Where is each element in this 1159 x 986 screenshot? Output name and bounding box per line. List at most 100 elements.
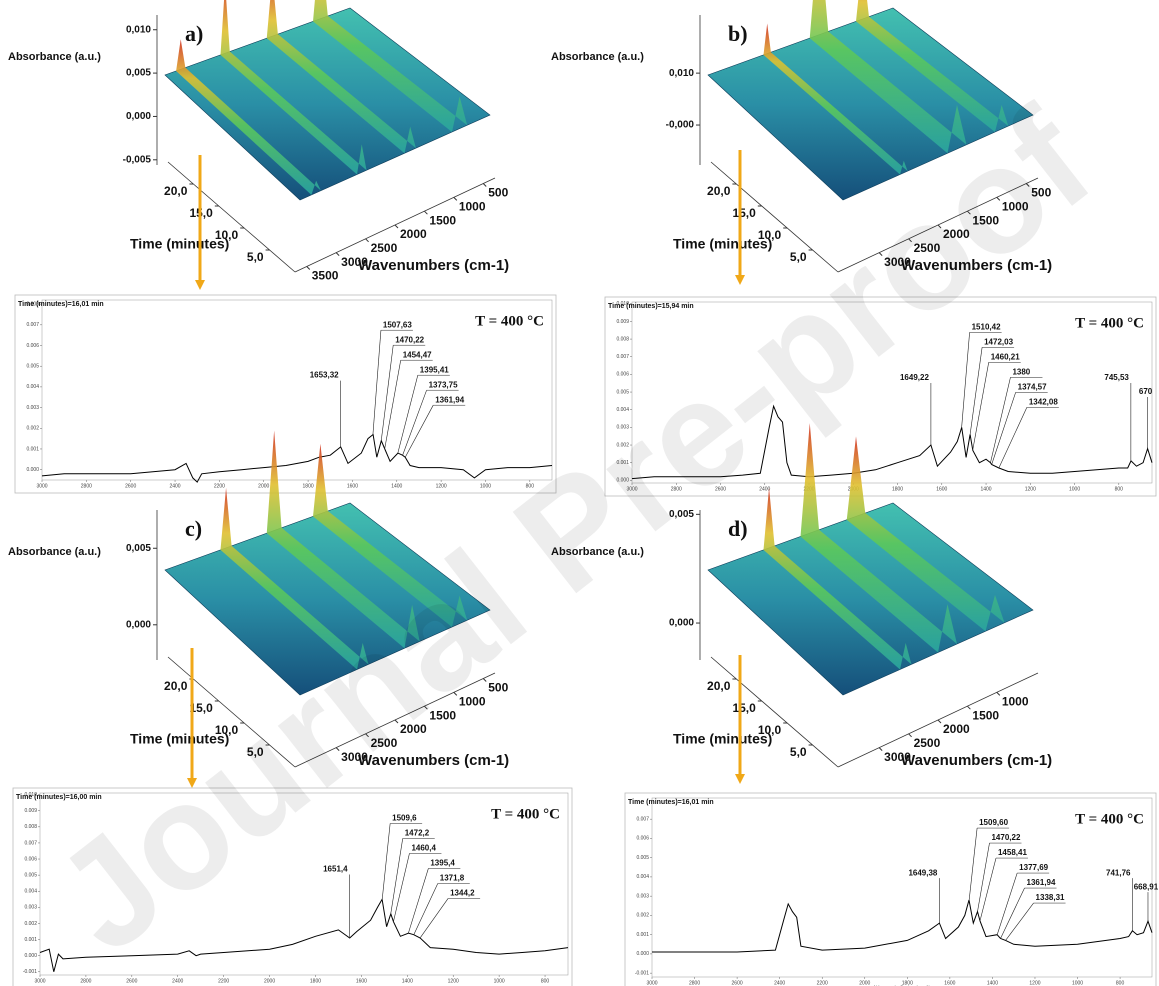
time-axis-label: Time (minutes) bbox=[673, 731, 772, 747]
wavenumber-tick bbox=[335, 252, 340, 257]
time-tick-label: 15,0 bbox=[732, 206, 756, 220]
wavenumber-tick-label: 2500 bbox=[914, 736, 941, 750]
wavenumber-tick bbox=[424, 210, 428, 215]
z-axis-label: Absorbance (a.u.) bbox=[551, 546, 644, 558]
wavenumber-tick bbox=[937, 719, 942, 724]
x-tick-label: 2000 bbox=[258, 483, 269, 489]
x-tick-label: 1600 bbox=[356, 978, 367, 984]
x-tick-label: 3000 bbox=[626, 486, 637, 492]
x-tick-label: 1400 bbox=[980, 486, 991, 492]
x-tick-label: 1200 bbox=[436, 483, 447, 489]
peak-leader bbox=[397, 375, 419, 454]
panel-label: b) bbox=[728, 21, 748, 46]
peak-label: 1510,42 bbox=[972, 322, 1001, 331]
peak-label: 1507,63 bbox=[383, 320, 412, 329]
y-tick-label: 0.002 bbox=[26, 426, 39, 432]
time-axis bbox=[167, 656, 296, 768]
x-tick-label: 1800 bbox=[892, 486, 903, 492]
x-tick-label: 1200 bbox=[448, 978, 459, 984]
z-axis-label: Absorbance (a.u.) bbox=[8, 546, 101, 558]
peak-leader bbox=[991, 392, 1016, 465]
peak-leader bbox=[393, 853, 410, 922]
peak-leader bbox=[384, 360, 401, 449]
x-tick-label: 1800 bbox=[310, 978, 321, 984]
wavenumber-tick-label: 2500 bbox=[371, 736, 398, 750]
x-tick-label: 2800 bbox=[671, 486, 682, 492]
time-axis-label: Time (minutes) bbox=[673, 236, 772, 252]
peak-label: 1472,03 bbox=[984, 337, 1013, 346]
y-tick-label: 0.004 bbox=[26, 384, 39, 390]
x-tick-label: 2600 bbox=[125, 483, 136, 489]
x-tick-label: 2400 bbox=[172, 978, 183, 984]
peak-label: 1361,94 bbox=[1027, 878, 1056, 887]
x-tick-label: 2200 bbox=[214, 483, 225, 489]
wavenumber-axis-label: Wavenumbers (cm-1) bbox=[358, 257, 509, 274]
y-tick-label: 0.002 bbox=[24, 921, 37, 927]
peak-leader bbox=[1005, 902, 1034, 941]
peak-label: 670 bbox=[1139, 387, 1153, 396]
y-tick-label: 0.001 bbox=[26, 446, 39, 452]
surface bbox=[164, 502, 491, 696]
x-tick-label: 3000 bbox=[36, 483, 47, 489]
y-tick-label: 0.008 bbox=[616, 336, 629, 342]
arrow-head bbox=[735, 275, 745, 285]
spectrum-title: Time (minutes)=16,01 min bbox=[628, 799, 714, 806]
z-tick-label: 0,000 bbox=[669, 618, 694, 629]
wavenumber-tick bbox=[365, 733, 369, 738]
x-tick-label: 2600 bbox=[715, 486, 726, 492]
y-tick-label: 0.004 bbox=[24, 889, 37, 895]
wavenumber-tick bbox=[482, 183, 487, 187]
wavenumber-tick bbox=[908, 733, 912, 738]
surface-ridge bbox=[313, 0, 468, 132]
wavenumber-tick bbox=[967, 210, 971, 215]
peak-label: 1395,41 bbox=[420, 365, 449, 374]
wavenumber-tick bbox=[453, 196, 458, 201]
y-tick-label: 0.005 bbox=[26, 364, 39, 370]
peak-leader bbox=[961, 332, 970, 428]
peak-leader bbox=[998, 407, 1028, 469]
wavenumber-tick-label: 500 bbox=[1031, 186, 1051, 200]
surface bbox=[707, 7, 1034, 201]
z-tick-label: 0,010 bbox=[126, 24, 151, 35]
x-tick-label: 800 bbox=[1115, 486, 1124, 492]
x-tick-label: 1400 bbox=[987, 980, 998, 986]
wavenumber-tick-label: 2500 bbox=[914, 241, 941, 255]
wavenumber-tick-label: 1500 bbox=[429, 708, 456, 722]
peak-label: 668,91 bbox=[1134, 882, 1159, 891]
peak-label: 1373,75 bbox=[429, 380, 458, 389]
wavenumber-tick bbox=[937, 224, 942, 229]
x-tick-label: 1000 bbox=[494, 978, 505, 984]
peak-leader bbox=[381, 823, 391, 900]
peak-label: 1649,38 bbox=[908, 868, 937, 877]
peak-label: 1460,21 bbox=[991, 352, 1020, 361]
wavenumber-tick-label: 3000 bbox=[341, 255, 368, 269]
x-tick-label: 2600 bbox=[126, 978, 137, 984]
time-axis-label: Time (minutes) bbox=[130, 236, 229, 252]
peak-leader bbox=[419, 898, 449, 939]
peak-leader bbox=[972, 362, 990, 451]
y-tick-label: 0.008 bbox=[24, 824, 37, 830]
y-tick-label: 0.006 bbox=[636, 836, 649, 842]
surface-ridge bbox=[176, 39, 321, 195]
spectrum-title: Time (minutes)=15,94 min bbox=[608, 303, 694, 310]
wavenumber-tick-label: 1500 bbox=[972, 213, 999, 227]
y-tick-label: 0.005 bbox=[636, 855, 649, 861]
peak-leader bbox=[390, 838, 404, 914]
x-tick-label: 2400 bbox=[759, 486, 770, 492]
x-tick-label: 1400 bbox=[391, 483, 402, 489]
wavenumber-tick bbox=[908, 238, 912, 243]
wavenumber-tick bbox=[996, 196, 1001, 201]
plot-area bbox=[631, 301, 1153, 484]
time-axis bbox=[710, 656, 839, 768]
x-tick-label: 1600 bbox=[347, 483, 358, 489]
x-tick-label: 1800 bbox=[902, 980, 913, 986]
temperature-label: T = 400 °C bbox=[475, 313, 544, 329]
y-tick-label: 0.007 bbox=[26, 322, 39, 328]
temperature-label: T = 400 °C bbox=[1075, 811, 1144, 827]
y-tick-label: 0.000 bbox=[616, 478, 629, 484]
y-tick-label: 0.001 bbox=[616, 460, 629, 466]
x-tick-label: 1000 bbox=[480, 483, 491, 489]
spectrum-frame bbox=[12, 787, 573, 986]
wavenumber-tick bbox=[878, 747, 883, 752]
plot-area bbox=[651, 797, 1153, 978]
